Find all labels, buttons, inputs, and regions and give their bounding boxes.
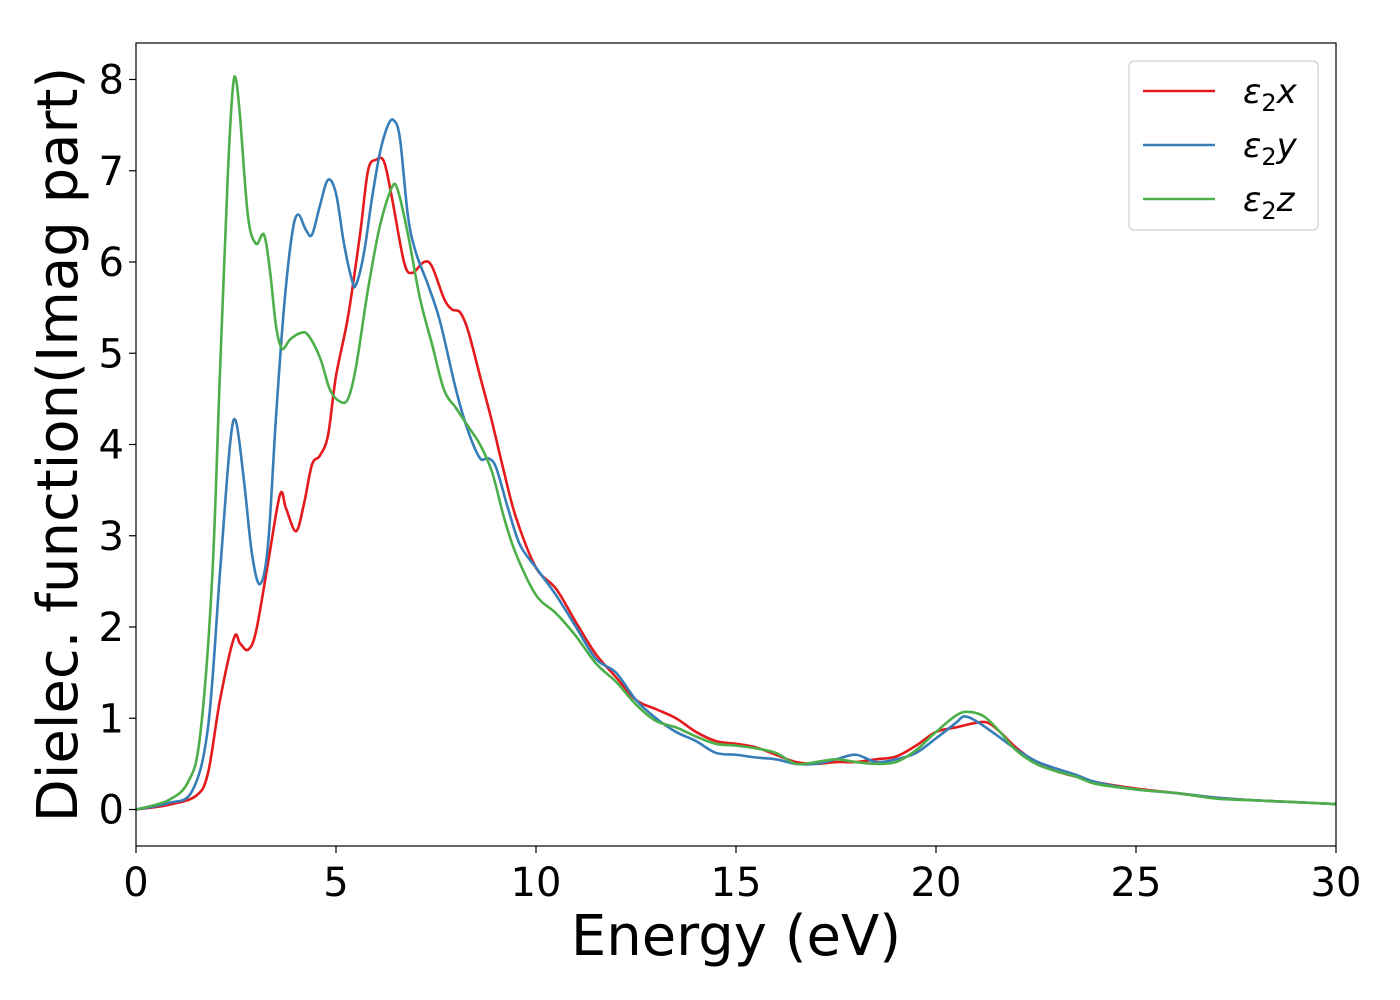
y-tick-label: 2 bbox=[99, 605, 124, 651]
series-layer bbox=[135, 75, 1337, 811]
x-tick-label: 10 bbox=[511, 860, 562, 906]
y-tick-label: 0 bbox=[99, 788, 124, 834]
legend-label-z: ε2z bbox=[1243, 180, 1296, 225]
x-tick-label: 15 bbox=[711, 860, 762, 906]
x-tick-label: 5 bbox=[323, 860, 348, 906]
x-tick-label: 30 bbox=[1311, 860, 1362, 906]
y-axis-label: Dielec. function(Imag part) bbox=[26, 67, 91, 823]
y-tick-label: 5 bbox=[99, 331, 124, 377]
legend: ε2x ε2y ε2z bbox=[1128, 60, 1319, 231]
y-tick-label: 6 bbox=[99, 240, 124, 286]
x-axis-ticks: 0 5 10 15 20 25 30 bbox=[123, 846, 1361, 906]
x-tick-label: 0 bbox=[123, 860, 148, 906]
y-tick-label: 7 bbox=[99, 149, 124, 195]
y-tick-label: 3 bbox=[99, 514, 124, 560]
y-tick-label: 4 bbox=[99, 423, 124, 469]
x-tick-label: 25 bbox=[1111, 860, 1162, 906]
series-line-x bbox=[135, 156, 1337, 811]
x-axis-label: Energy (eV) bbox=[571, 904, 901, 969]
legend-frame bbox=[1128, 60, 1319, 231]
legend-label-x: ε2x bbox=[1243, 72, 1298, 117]
legend-label-y: ε2y bbox=[1243, 126, 1298, 171]
y-tick-label: 8 bbox=[99, 58, 124, 104]
y-tick-label: 1 bbox=[99, 696, 124, 742]
series-line-y bbox=[135, 118, 1337, 811]
series-line-z bbox=[135, 75, 1337, 811]
y-axis-ticks: 0 1 2 3 4 5 6 7 8 bbox=[99, 58, 136, 834]
x-tick-label: 20 bbox=[911, 860, 962, 906]
